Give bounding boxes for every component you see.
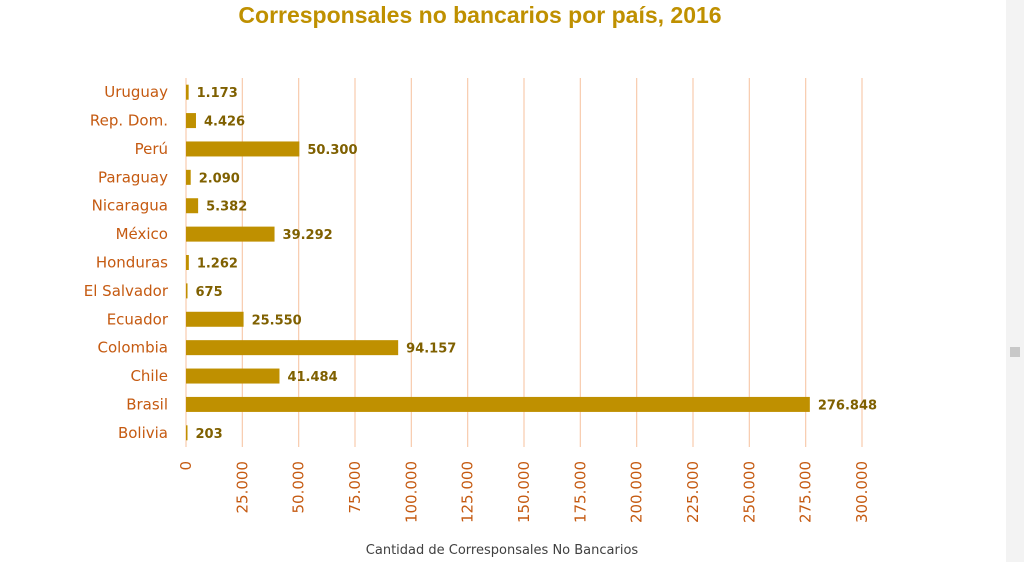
category-label: Nicaragua [92,197,168,215]
data-label: 39.292 [283,228,333,243]
bar-per- [186,141,300,157]
category-label: Uruguay [104,83,168,101]
bars [186,84,810,441]
category-label: Honduras [96,254,168,272]
x-tick-labels: 0 25.000 50.000 75.000 100.000 125.000 150.000… [177,461,871,523]
bar-nicaragua [186,198,199,214]
category-label: Perú [135,140,168,158]
data-label: 675 [196,285,223,300]
x-tick-label: 250.000 [740,461,758,523]
side-panel-strip [1006,0,1024,562]
x-tick-label: 75.000 [346,461,364,514]
gridlines [185,78,863,447]
bar-colombia [186,340,399,356]
data-label: 1.262 [197,257,238,272]
x-tick-label: 275.000 [797,461,815,523]
data-label: 5.382 [206,200,247,215]
data-label: 2.090 [199,171,240,186]
bar-honduras [186,255,189,270]
x-tick-label: 150.000 [515,461,533,523]
category-label: Rep. Dom. [90,112,168,130]
bar-chile [186,368,280,384]
data-label: 1.173 [197,86,238,101]
category-label: Ecuador [107,310,169,328]
x-tick-label: 50.000 [290,461,308,514]
category-labels: Bolivia Brasil Chile Colombia Ecuador El Salv… [84,83,169,442]
category-label: El Salvador [84,282,169,300]
x-tick-label: 0 [177,461,195,471]
data-label: 50.300 [307,143,357,158]
data-label: 203 [196,427,223,442]
chart-title: Corresponsales no bancarios por país, 20… [238,2,722,28]
bar-ecuador [186,311,244,327]
bar-bolivia [186,425,188,441]
x-tick-label: 200.000 [628,461,646,523]
category-label: Chile [130,367,168,385]
bar-m-xico [186,226,275,242]
category-label: México [116,225,168,243]
x-tick-label: 25.000 [233,461,251,514]
bar-uruguay [186,84,189,100]
x-tick-label: 175.000 [571,461,589,523]
data-label: 25.550 [252,313,302,328]
data-label: 41.484 [287,370,337,385]
bar-rep-dom- [186,113,196,129]
bar-brasil [186,396,810,412]
data-label: 4.426 [204,115,245,130]
x-tick-label: 225.000 [684,461,702,523]
category-label: Brasil [126,395,168,413]
data-labels: 203 276.848 41.484 94.157 25.550 675 1.262 39.2… [196,86,878,442]
data-label: 276.848 [818,398,877,413]
category-label: Colombia [98,339,169,357]
x-tick-label: 100.000 [402,461,420,523]
x-tick-label: 300.000 [853,461,871,523]
category-label: Paraguay [98,168,168,186]
data-label: 94.157 [406,342,456,357]
category-label: Bolivia [118,424,168,442]
scroll-handle[interactable] [1010,347,1020,357]
bar-paraguay [186,169,191,185]
x-tick-label: 125.000 [459,461,477,523]
bar-el-salvador [186,283,188,299]
x-axis-title: Cantidad de Corresponsales No Bancarios [366,543,639,558]
